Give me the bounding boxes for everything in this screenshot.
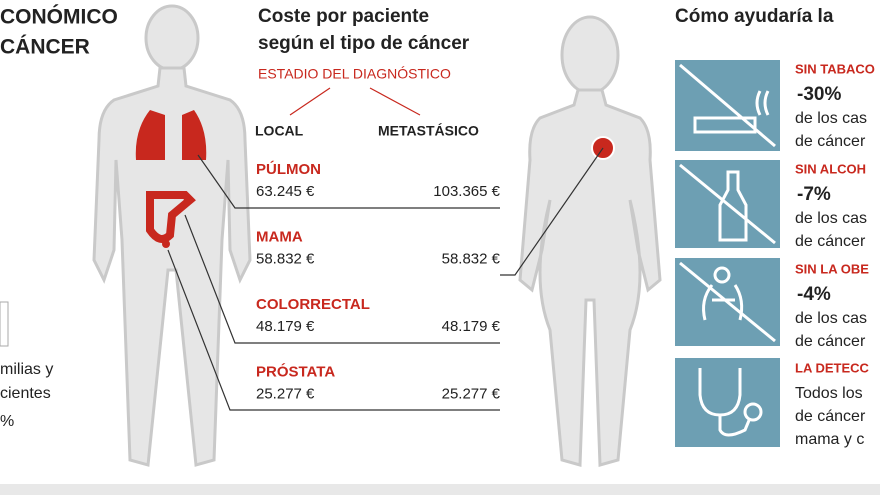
icons [679, 63, 776, 437]
prevention-text: de los cas [795, 210, 867, 227]
prevention-heading: SIN ALCOH [795, 161, 866, 176]
text-layer: CONÓMICO CÁNCER milias y cientes % Coste… [0, 5, 834, 431]
local-cost: 48.179 € [256, 318, 315, 335]
prevention-percent: -4% [797, 284, 831, 305]
metastatic-cost: 103.365 € [433, 183, 500, 200]
local-cost: 63.245 € [256, 183, 315, 200]
left-note: % [0, 413, 14, 430]
footer-bar [0, 484, 880, 495]
female-body [518, 15, 662, 467]
local-cost: 58.832 € [256, 250, 315, 267]
prevention-title: Cómo ayudaría la [675, 6, 834, 27]
prevention-text: de los cas [795, 110, 867, 127]
cost-title: según el tipo de cáncer [258, 33, 470, 54]
left-title: CÁNCER [0, 36, 90, 59]
column-header: METASTÁSICO [378, 123, 479, 139]
metastatic-cost: 58.832 € [442, 250, 501, 267]
prevention-text: mama y c [795, 431, 864, 448]
column-header: LOCAL [255, 123, 304, 139]
cancer-name: MAMA [256, 228, 303, 245]
metastatic-cost: 48.179 € [442, 318, 501, 335]
left-note: milias y [0, 361, 53, 378]
male-organs [135, 110, 207, 248]
prevention-heading: SIN TABACO [795, 61, 875, 76]
cancer-name: PÚLMON [256, 160, 321, 178]
prevention-text: de cáncer [795, 233, 866, 250]
prevention-percent: -30% [797, 84, 841, 105]
stage-label: ESTADIO DEL DIAGNÓSTICO [258, 66, 451, 82]
prevention-text: de cáncer [795, 333, 866, 350]
prevention-percent: -7% [797, 184, 831, 205]
prevention-heading: SIN LA OBE [795, 261, 869, 276]
prevention-text: de cáncer [795, 408, 866, 425]
prevention-heading: LA DETECC [795, 360, 870, 375]
legend-box [0, 301, 9, 347]
left-title: CONÓMICO [0, 5, 118, 29]
cancer-name: COLORRECTAL [256, 296, 370, 313]
prevention-text: Todos los [795, 385, 863, 402]
cancer-name: PRÓSTATA [256, 362, 335, 380]
prevention-text: de cáncer [795, 133, 866, 150]
left-note: cientes [0, 385, 51, 402]
local-cost: 25.277 € [256, 385, 315, 402]
prevention-text: de los cas [795, 310, 867, 327]
metastatic-cost: 25.277 € [442, 385, 501, 402]
connector-lines [167, 87, 604, 411]
cost-title: Coste por paciente [258, 6, 429, 27]
